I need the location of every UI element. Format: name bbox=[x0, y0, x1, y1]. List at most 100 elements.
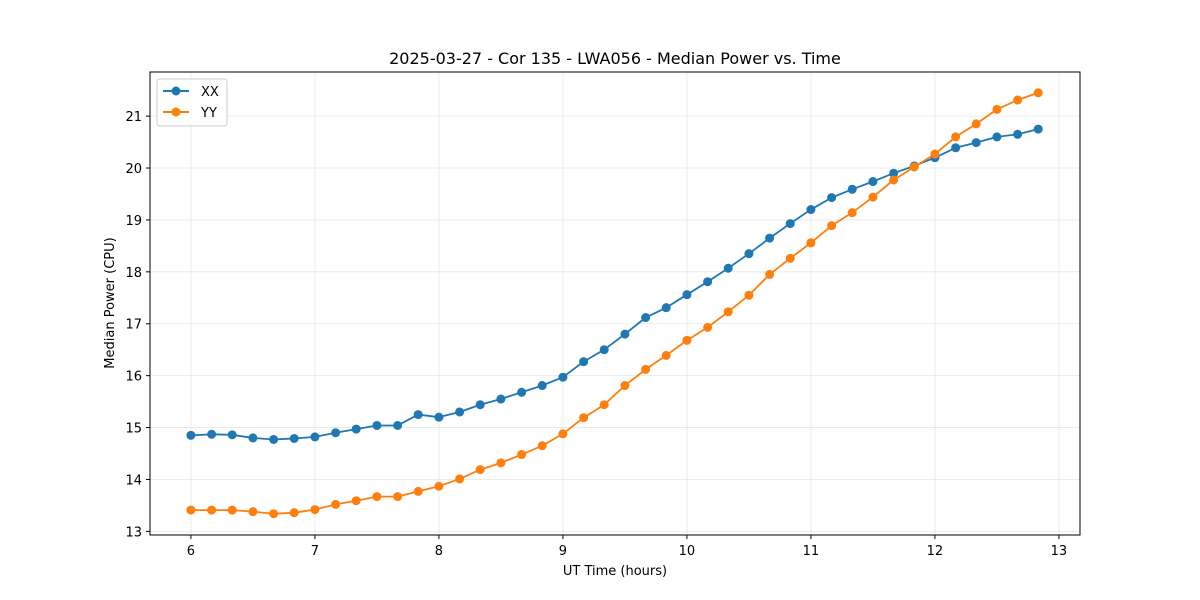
data-point-xx bbox=[682, 290, 692, 300]
y-tick-label: 21 bbox=[125, 110, 142, 125]
data-point-yy bbox=[207, 505, 217, 515]
data-point-yy bbox=[558, 429, 568, 439]
data-point-xx bbox=[620, 329, 630, 339]
data-point-yy bbox=[248, 507, 258, 517]
data-point-xx bbox=[434, 412, 444, 422]
legend-label-yy: YY bbox=[200, 106, 217, 121]
data-point-yy bbox=[682, 335, 692, 345]
data-point-yy bbox=[351, 496, 361, 506]
data-point-xx bbox=[971, 138, 981, 148]
data-point-yy bbox=[1033, 88, 1043, 98]
chart-title: 2025-03-27 - Cor 135 - LWA056 - Median P… bbox=[389, 49, 841, 68]
data-point-xx bbox=[517, 387, 527, 397]
x-tick-label: 12 bbox=[927, 544, 944, 559]
legend-label-xx: XX bbox=[201, 85, 219, 100]
data-point-yy bbox=[827, 221, 837, 231]
x-tick-label: 11 bbox=[803, 544, 820, 559]
data-point-yy bbox=[496, 458, 506, 468]
data-point-xx bbox=[641, 313, 651, 323]
data-point-yy bbox=[393, 492, 403, 502]
data-point-yy bbox=[744, 290, 754, 300]
y-tick-label: 13 bbox=[125, 525, 142, 540]
data-point-xx bbox=[186, 430, 196, 440]
data-point-xx bbox=[475, 400, 485, 410]
x-tick-label: 7 bbox=[311, 544, 319, 559]
data-point-xx bbox=[827, 193, 837, 203]
data-point-yy bbox=[909, 162, 919, 172]
data-point-xx bbox=[1033, 124, 1043, 134]
data-point-yy bbox=[971, 119, 981, 129]
plot-area-frame bbox=[149, 71, 1081, 536]
data-point-xx bbox=[661, 303, 671, 313]
data-point-yy bbox=[227, 505, 237, 515]
data-point-yy bbox=[620, 381, 630, 391]
data-point-yy bbox=[889, 175, 899, 185]
data-point-xx bbox=[723, 263, 733, 273]
data-point-yy bbox=[331, 499, 341, 509]
data-point-yy bbox=[579, 413, 589, 423]
legend-marker-xx bbox=[171, 86, 181, 96]
data-point-xx bbox=[227, 430, 237, 440]
y-tick-label: 16 bbox=[125, 370, 142, 385]
data-point-xx bbox=[847, 184, 857, 194]
y-tick-label: 20 bbox=[125, 162, 142, 177]
x-tick-label: 8 bbox=[435, 544, 443, 559]
data-point-xx bbox=[269, 434, 279, 444]
data-point-xx bbox=[992, 132, 1002, 142]
legend-marker-yy bbox=[171, 107, 181, 117]
axis-ticks: 6 7 8 9 10 11 12 13 13 14 15 16 17 18 19 20 21 bbox=[125, 110, 1067, 559]
data-point-xx bbox=[207, 429, 217, 439]
data-point-xx bbox=[703, 277, 713, 287]
data-point-xx bbox=[806, 205, 816, 215]
data-point-xx bbox=[372, 420, 382, 430]
x-tick-label: 10 bbox=[679, 544, 696, 559]
y-axis-label: Median Power (CPU) bbox=[103, 237, 118, 368]
data-point-xx bbox=[248, 433, 258, 443]
data-point-yy bbox=[806, 238, 816, 248]
data-point-yy bbox=[599, 400, 609, 410]
data-point-xx bbox=[413, 410, 423, 420]
data-point-yy bbox=[847, 208, 857, 218]
data-point-xx bbox=[868, 177, 878, 187]
data-point-xx bbox=[393, 420, 403, 430]
data-point-xx bbox=[785, 219, 795, 229]
data-point-yy bbox=[785, 253, 795, 263]
data-point-yy bbox=[930, 149, 940, 159]
x-tick-label: 13 bbox=[1051, 544, 1068, 559]
data-point-xx bbox=[289, 433, 299, 443]
data-point-xx bbox=[579, 357, 589, 367]
data-point-xx bbox=[765, 233, 775, 243]
x-axis-label: UT Time (hours) bbox=[563, 564, 667, 579]
data-point-yy bbox=[537, 441, 547, 451]
data-point-yy bbox=[289, 508, 299, 518]
data-point-yy bbox=[992, 104, 1002, 114]
data-point-xx bbox=[496, 394, 506, 404]
x-tick-label: 9 bbox=[559, 544, 567, 559]
data-point-xx bbox=[889, 168, 899, 178]
data-point-xx bbox=[331, 428, 341, 438]
data-point-yy bbox=[661, 350, 671, 360]
data-point-yy bbox=[703, 322, 713, 332]
data-point-yy bbox=[723, 307, 733, 317]
data-point-xx bbox=[744, 249, 754, 259]
data-point-yy bbox=[455, 474, 465, 484]
grid bbox=[150, 72, 1080, 535]
series-layer bbox=[186, 88, 1043, 519]
data-point-yy bbox=[413, 486, 423, 496]
data-point-xx bbox=[455, 407, 465, 417]
data-point-xx bbox=[951, 143, 961, 153]
data-point-yy bbox=[641, 364, 651, 374]
data-point-xx bbox=[1013, 129, 1023, 139]
data-point-yy bbox=[372, 492, 382, 502]
data-point-xx bbox=[537, 381, 547, 391]
data-point-yy bbox=[186, 505, 196, 515]
y-tick-label: 17 bbox=[125, 318, 142, 333]
data-point-yy bbox=[951, 132, 961, 142]
y-tick-label: 15 bbox=[125, 422, 142, 437]
data-point-yy bbox=[868, 192, 878, 202]
data-point-xx bbox=[558, 372, 568, 382]
data-point-xx bbox=[310, 432, 320, 442]
data-point-yy bbox=[1013, 95, 1023, 105]
x-tick-label: 6 bbox=[187, 544, 195, 559]
